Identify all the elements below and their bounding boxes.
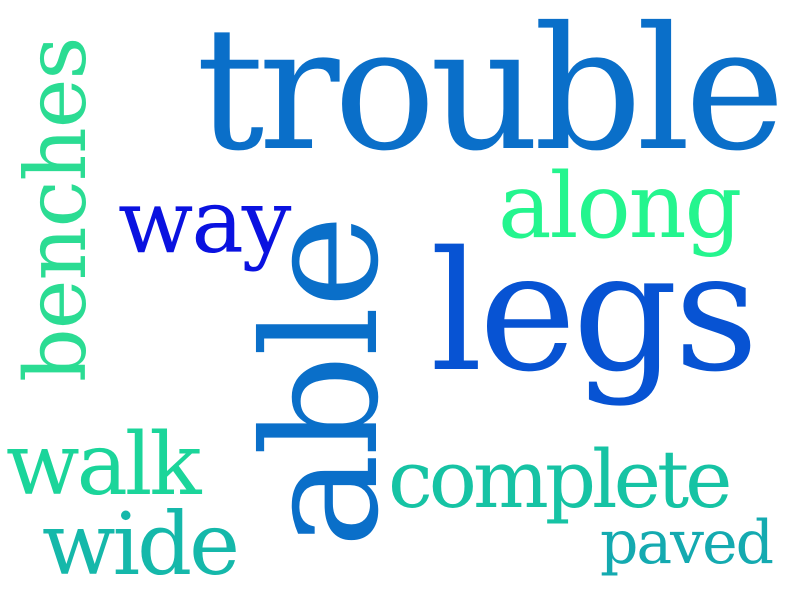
word-paved: paved [600, 508, 774, 578]
word-legs: legs [430, 216, 759, 408]
word-way: way [118, 170, 292, 273]
word-complete: complete [388, 433, 732, 526]
word-walk: walk [6, 415, 202, 515]
word-wide: wide [42, 495, 240, 595]
word-benches: benches [7, 37, 105, 382]
word-along: along [498, 154, 742, 259]
word-trouble: trouble [196, 0, 785, 189]
